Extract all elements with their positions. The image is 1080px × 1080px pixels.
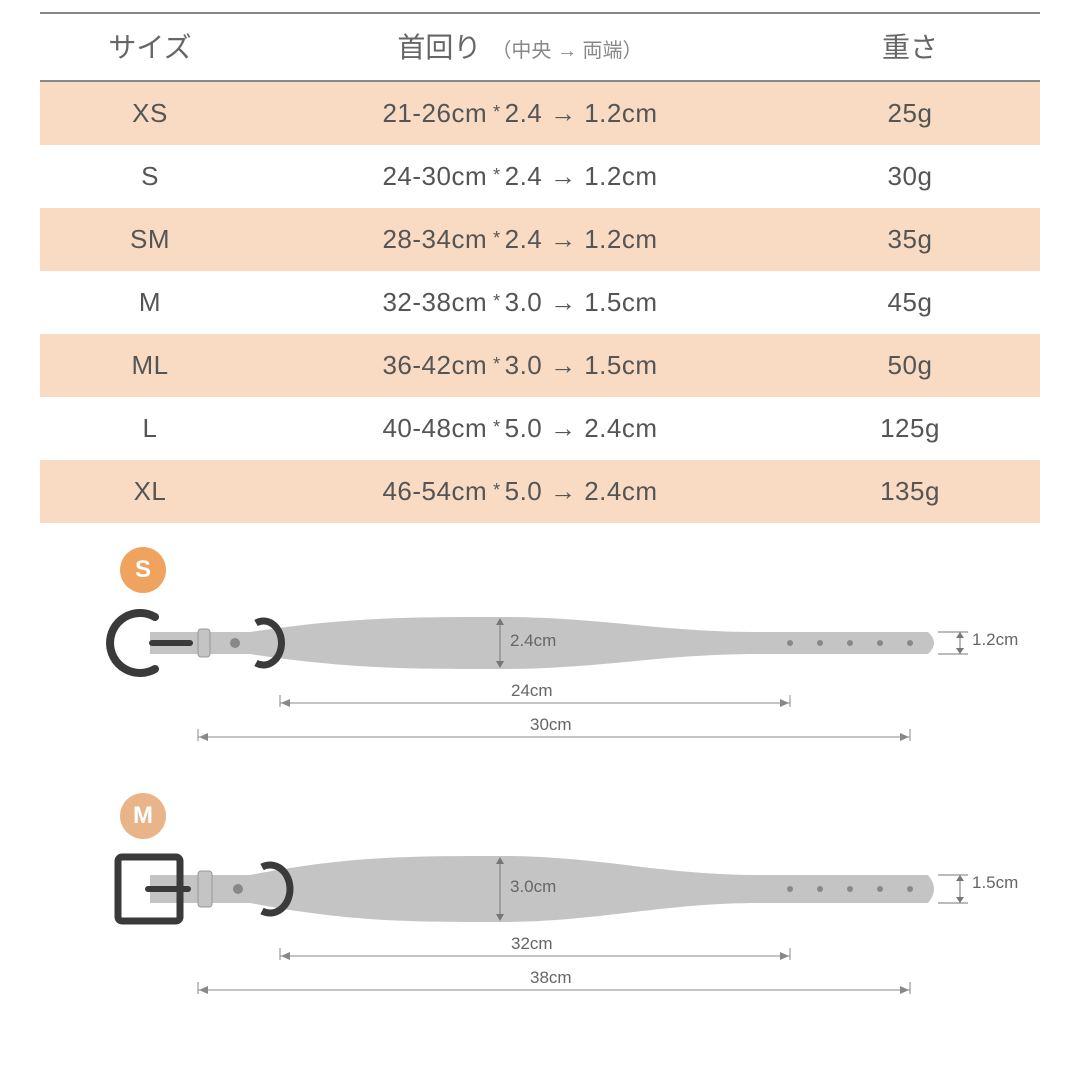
cell-neck: 46-54cm*5.0 → 2.4cm (260, 460, 780, 523)
dim-end-width: 1.2cm (972, 630, 1018, 650)
cell-neck: 36-42cm*3.0 → 1.5cm (260, 334, 780, 397)
collar-diagram-m: 3.0cm 1.5cm 32cm 38cm (60, 849, 1020, 1049)
table-row: SM28-34cm*2.4 → 1.2cm35g (40, 208, 1040, 271)
cell-weight: 30g (780, 145, 1040, 208)
dim-length-long: 30cm (530, 715, 572, 735)
cell-weight: 35g (780, 208, 1040, 271)
cell-neck: 24-30cm*2.4 → 1.2cm (260, 145, 780, 208)
col-weight: 重さ (780, 13, 1040, 81)
col-neck: 首回り（中央 → 両端） (260, 13, 780, 81)
table-row: L40-48cm*5.0 → 2.4cm125g (40, 397, 1040, 460)
size-badge-s: S (120, 547, 166, 593)
cell-neck: 21-26cm*2.4 → 1.2cm (260, 81, 780, 145)
cell-weight: 45g (780, 271, 1040, 334)
table-row: ML36-42cm*3.0 → 1.5cm50g (40, 334, 1040, 397)
cell-weight: 50g (780, 334, 1040, 397)
cell-neck: 28-34cm*2.4 → 1.2cm (260, 208, 780, 271)
cell-size: M (40, 271, 260, 334)
cell-size: XS (40, 81, 260, 145)
cell-size: S (40, 145, 260, 208)
cell-size: L (40, 397, 260, 460)
cell-neck: 40-48cm*5.0 → 2.4cm (260, 397, 780, 460)
dim-end-width: 1.5cm (972, 873, 1018, 893)
dim-center-width: 2.4cm (510, 631, 556, 651)
cell-size: ML (40, 334, 260, 397)
size-badge-m: M (120, 793, 166, 839)
size-table: サイズ 首回り（中央 → 両端） 重さ XS21-26cm*2.4 → 1.2c… (40, 12, 1040, 523)
dim-length-short: 32cm (511, 934, 553, 954)
dim-length-long: 38cm (530, 968, 572, 988)
table-row: S24-30cm*2.4 → 1.2cm30g (40, 145, 1040, 208)
cell-weight: 125g (780, 397, 1040, 460)
dim-center-width: 3.0cm (510, 877, 556, 897)
collar-diagram-s: 2.4cm 1.2cm 24cm 30cm (60, 603, 1020, 793)
cell-weight: 135g (780, 460, 1040, 523)
table-row: M32-38cm*3.0 → 1.5cm45g (40, 271, 1040, 334)
cell-size: XL (40, 460, 260, 523)
table-row: XS21-26cm*2.4 → 1.2cm25g (40, 81, 1040, 145)
cell-neck: 32-38cm*3.0 → 1.5cm (260, 271, 780, 334)
dim-length-short: 24cm (511, 681, 553, 701)
col-size: サイズ (40, 13, 260, 81)
cell-size: SM (40, 208, 260, 271)
table-row: XL46-54cm*5.0 → 2.4cm135g (40, 460, 1040, 523)
cell-weight: 25g (780, 81, 1040, 145)
